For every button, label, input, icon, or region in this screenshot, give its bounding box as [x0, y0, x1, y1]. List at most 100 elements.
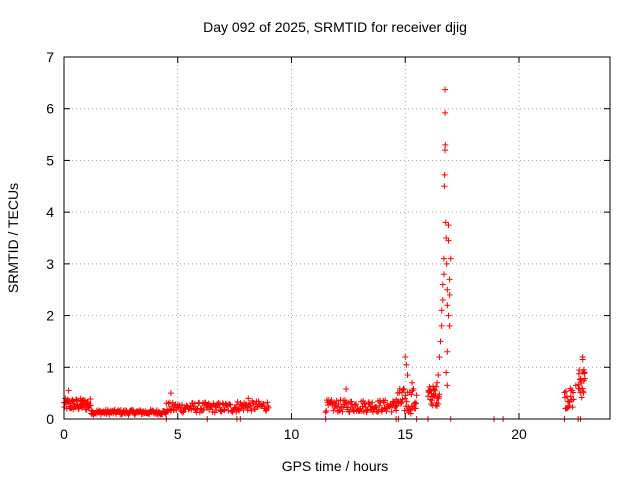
- data-point: [216, 404, 223, 411]
- data-point: [580, 366, 587, 373]
- data-point: [441, 171, 448, 178]
- data-point: [221, 407, 228, 414]
- data-point: [439, 297, 446, 304]
- data-point: [161, 410, 168, 417]
- data-point: [579, 385, 586, 392]
- data-point: [264, 399, 271, 406]
- y-tick-label: 5: [46, 152, 54, 168]
- data-point: [336, 407, 343, 414]
- data-point: [412, 405, 419, 412]
- data-point: [433, 383, 440, 390]
- data-point: [399, 396, 406, 403]
- data-point: [562, 388, 569, 395]
- data-point: [369, 399, 376, 406]
- data-point: [245, 395, 252, 402]
- data-point: [244, 407, 251, 414]
- y-tick-label: 0: [46, 411, 54, 427]
- y-tick-label: 7: [46, 49, 54, 65]
- data-point: [211, 409, 218, 416]
- axis-ticks: [63, 56, 610, 420]
- data-point: [581, 375, 588, 382]
- data-point: [364, 407, 371, 414]
- data-point: [580, 389, 587, 396]
- data-point: [219, 400, 226, 407]
- data-point: [438, 322, 445, 329]
- y-tick-label: 2: [46, 308, 54, 324]
- data-point: [183, 402, 190, 409]
- data-point: [397, 400, 404, 407]
- data-point: [445, 222, 452, 229]
- data-point: [581, 369, 588, 376]
- data-point: [413, 392, 420, 399]
- data-point: [576, 376, 583, 383]
- data-point: [434, 379, 441, 386]
- data-point: [392, 403, 399, 410]
- y-tick-label: 1: [46, 359, 54, 375]
- data-point: [439, 281, 446, 288]
- data-point: [198, 408, 205, 415]
- x-tick-label: 20: [511, 426, 527, 442]
- data-point: [407, 410, 414, 417]
- data-point: [440, 271, 447, 278]
- data-point: [403, 361, 410, 368]
- y-tick-label: 3: [46, 256, 54, 272]
- data-point: [399, 387, 406, 394]
- x-tick-label: 0: [60, 426, 68, 442]
- data-point: [445, 237, 452, 244]
- data-point: [191, 400, 198, 407]
- data-point: [356, 407, 363, 414]
- data-point: [425, 393, 431, 400]
- x-tick-label: 10: [284, 426, 300, 442]
- data-point: [73, 396, 80, 403]
- data-point: [164, 408, 171, 415]
- data-point: [442, 147, 449, 154]
- data-point: [444, 302, 451, 309]
- data-point: [402, 353, 409, 360]
- data-point: [440, 255, 447, 262]
- data-point: [346, 408, 353, 415]
- data-point: [441, 183, 448, 190]
- data-point: [233, 401, 240, 408]
- data-point: [131, 411, 138, 418]
- data-point: [570, 389, 577, 396]
- data-point: [373, 403, 380, 410]
- data-point: [236, 405, 243, 412]
- data-point: [404, 372, 411, 379]
- data-point: [206, 406, 213, 413]
- data-point: [262, 407, 269, 414]
- data-point: [409, 379, 416, 386]
- grid: [64, 57, 610, 419]
- data-point: [443, 260, 450, 267]
- data-point: [436, 391, 443, 398]
- data-point: [213, 401, 220, 408]
- data-point: [398, 399, 405, 406]
- data-point: [367, 403, 374, 410]
- data-point: [410, 386, 417, 393]
- data-point: [371, 404, 378, 411]
- data-point: [226, 401, 233, 408]
- y-tick-label: 6: [46, 101, 54, 117]
- data-point: [408, 391, 415, 398]
- data-point: [407, 406, 414, 413]
- data-point: [388, 408, 395, 415]
- data-point: [412, 399, 419, 406]
- data-point: [348, 398, 355, 405]
- data-point: [65, 387, 72, 394]
- data-point: [445, 312, 452, 319]
- x-tick-label: 5: [174, 426, 182, 442]
- data-point: [413, 400, 420, 407]
- data-point: [442, 86, 449, 93]
- data-point: [442, 141, 449, 148]
- data-point: [163, 409, 170, 416]
- data-points: [61, 86, 588, 422]
- data-point: [406, 407, 413, 414]
- tick-labels: 0 5 10 15 20 0 1 2 3 4 5 6 7: [46, 49, 527, 442]
- data-point: [446, 276, 453, 283]
- y-axis-label: SRMTID / TECUs: [5, 183, 21, 293]
- data-point: [567, 393, 574, 400]
- data-point: [437, 338, 444, 345]
- data-point: [382, 397, 389, 404]
- data-point: [330, 407, 337, 414]
- data-point: [401, 385, 408, 392]
